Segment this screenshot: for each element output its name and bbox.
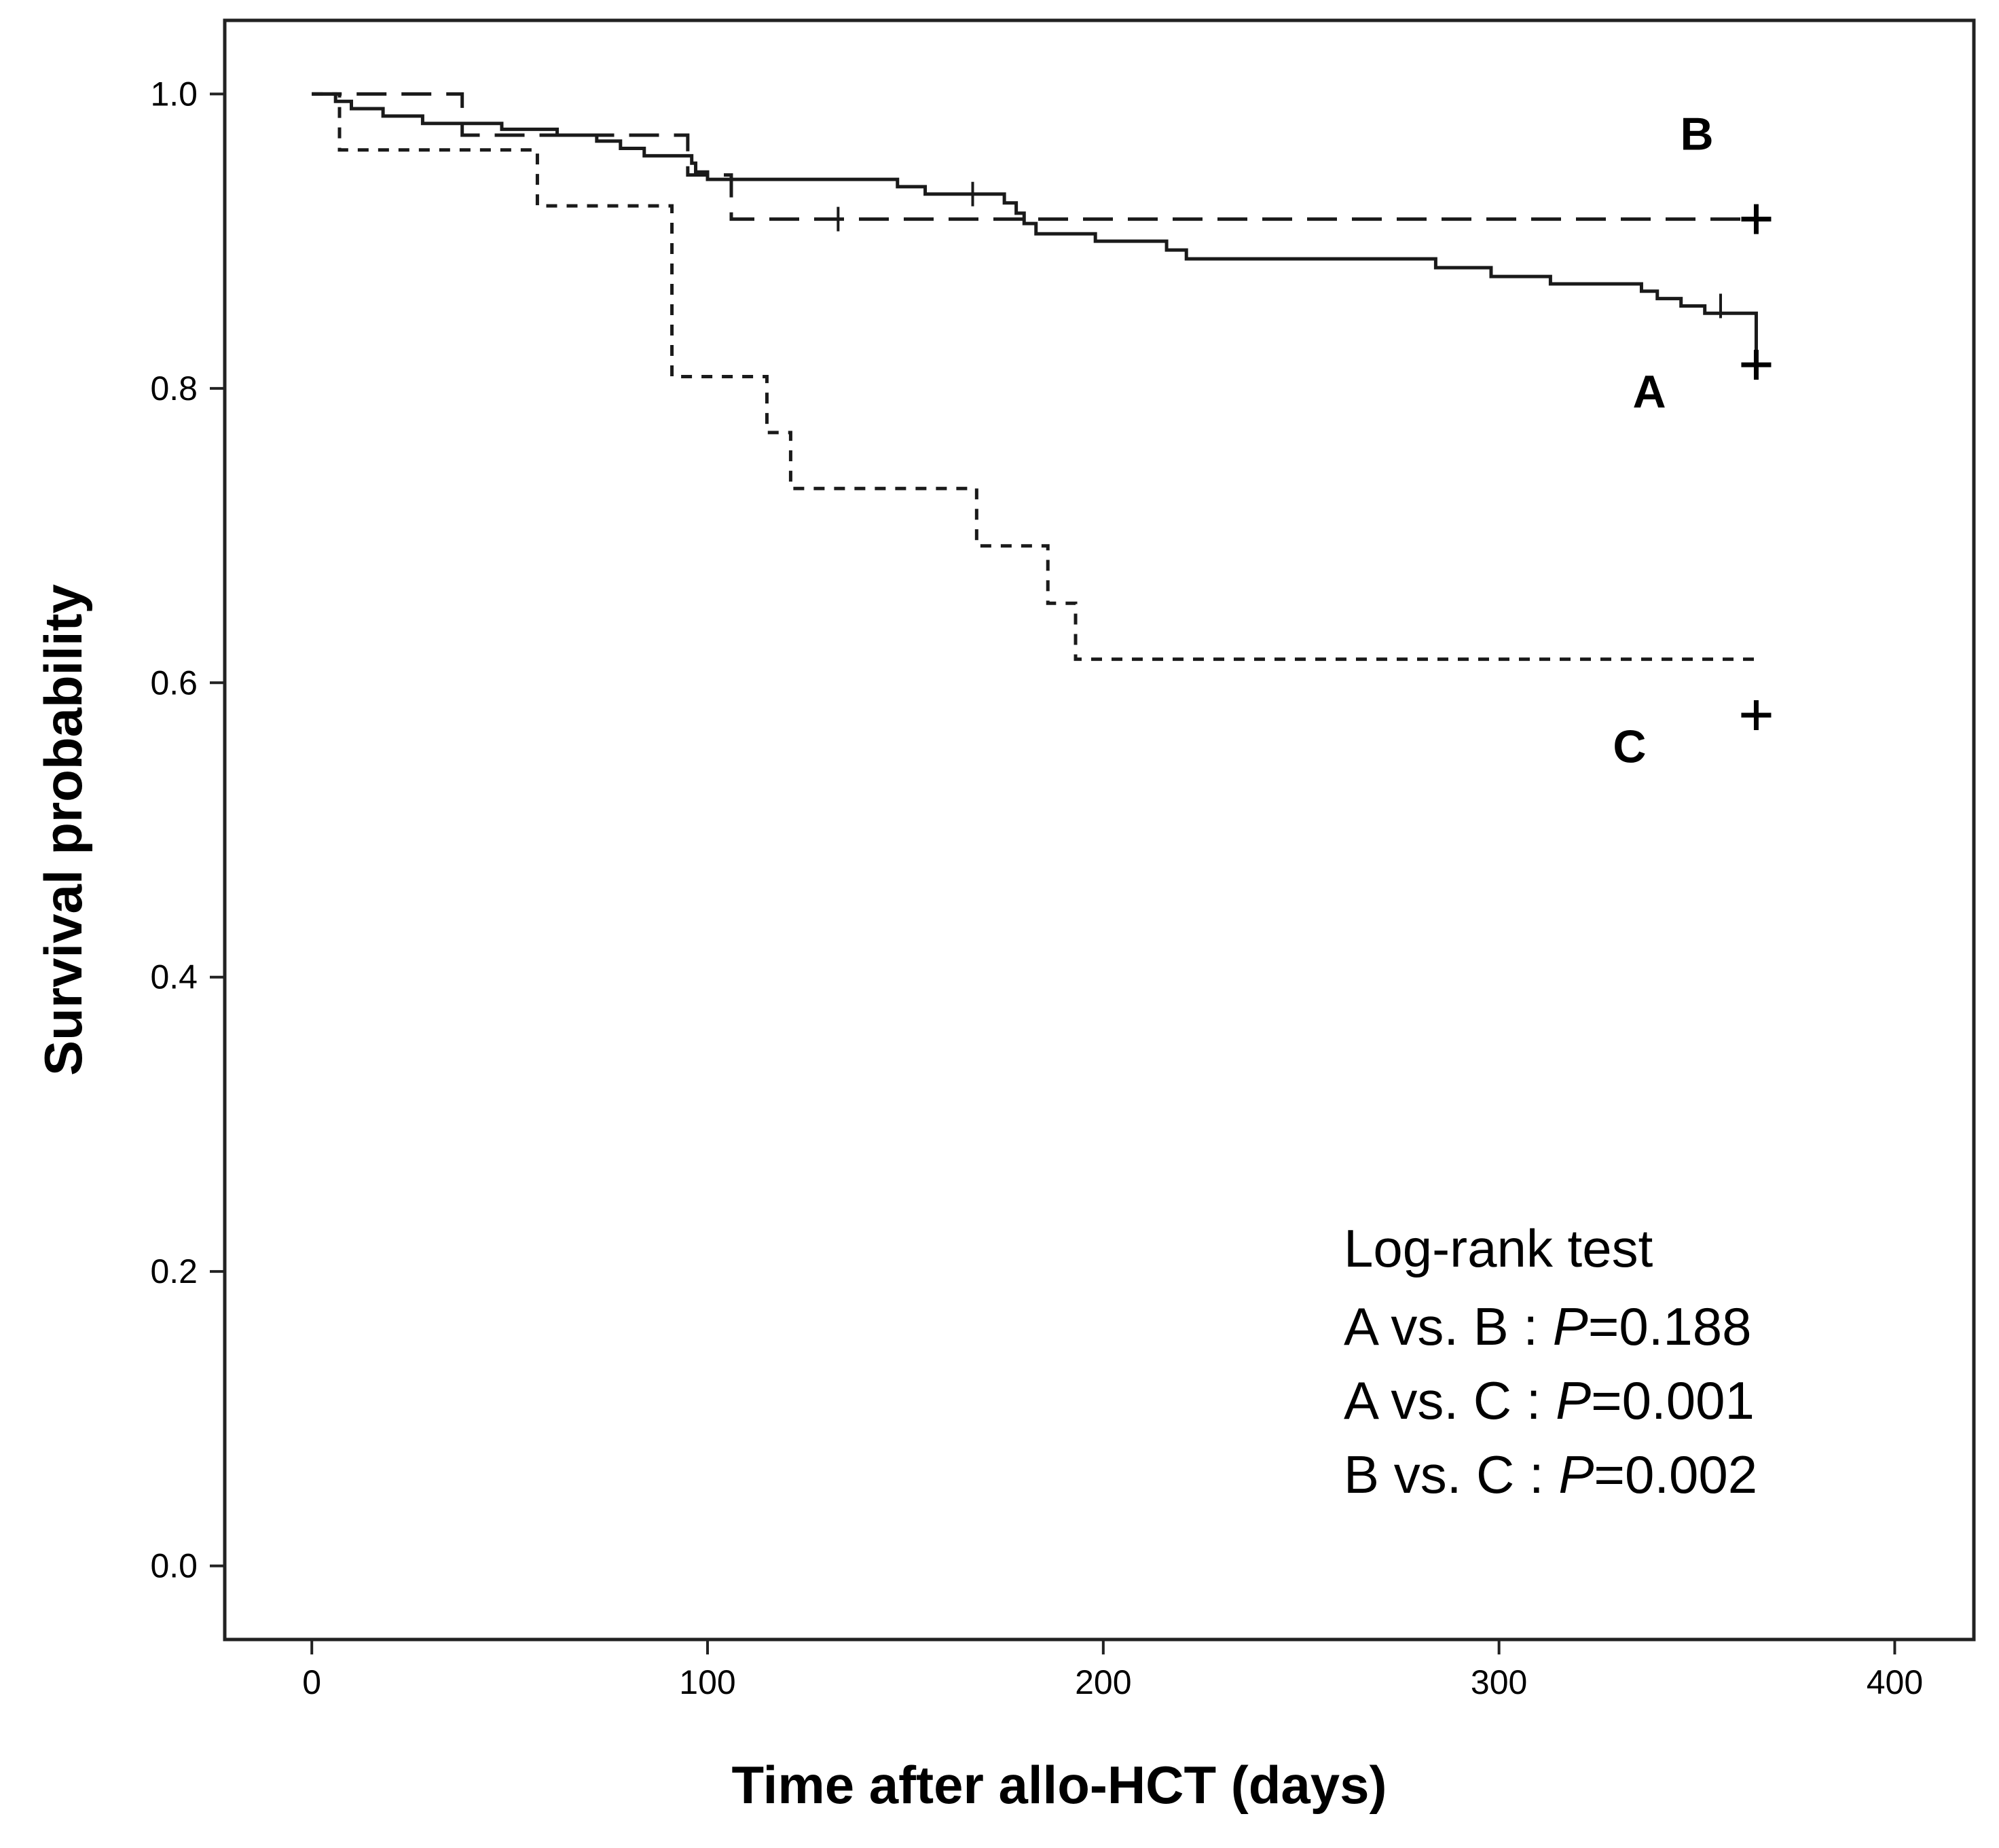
series-a xyxy=(312,92,1772,380)
end-marker-a xyxy=(1741,350,1772,380)
logrank-row-b-vs-c-prefix: B vs. C : xyxy=(1344,1445,1558,1504)
y-tick-label-0-6: 0.6 xyxy=(150,664,198,702)
y-axis-title: Survival probability xyxy=(33,584,93,1076)
y-tick-label-0-4: 0.4 xyxy=(150,958,198,996)
y-ticks: 0.0 0.2 0.4 0.6 0.8 1.0 xyxy=(150,75,225,1585)
logrank-row-a-vs-c-value: =0.001 xyxy=(1591,1371,1755,1430)
x-tick-label-400: 400 xyxy=(1867,1663,1923,1701)
x-tick-label-100: 100 xyxy=(679,1663,735,1701)
y-tick-label-1-0: 1.0 xyxy=(150,75,198,113)
series-label-a: A xyxy=(1633,366,1666,418)
series-layer xyxy=(312,92,1772,730)
logrank-row-a-vs-b-p: P xyxy=(1553,1297,1588,1356)
x-axis-title: Time after allo-HCT (days) xyxy=(731,1755,1387,1815)
series-line-c xyxy=(312,92,1757,662)
y-tick-label-0-8: 0.8 xyxy=(150,369,198,407)
logrank-annotation: Log-rank test A vs. B : P=0.188 A vs. C … xyxy=(1344,1218,1757,1504)
end-marker-b xyxy=(1741,204,1772,234)
logrank-row-a-vs-c-prefix: A vs. C : xyxy=(1344,1371,1556,1430)
logrank-row-a-vs-c: A vs. C : P=0.001 xyxy=(1344,1371,1755,1430)
x-tick-label-300: 300 xyxy=(1471,1663,1527,1701)
logrank-row-b-vs-c-p: P xyxy=(1558,1445,1594,1504)
x-ticks: 0 100 200 300 400 xyxy=(302,1639,1923,1701)
logrank-row-a-vs-b: A vs. B : P=0.188 xyxy=(1344,1297,1752,1356)
y-tick-label-0-2: 0.2 xyxy=(150,1252,198,1290)
x-tick-label-200: 200 xyxy=(1075,1663,1131,1701)
logrank-row-b-vs-c: B vs. C : P=0.002 xyxy=(1344,1445,1757,1504)
logrank-row-b-vs-c-value: =0.002 xyxy=(1594,1445,1757,1504)
x-tick-label-0: 0 xyxy=(302,1663,321,1701)
end-marker-c xyxy=(1741,700,1772,730)
y-tick-label-0-0: 0.0 xyxy=(150,1547,198,1585)
series-line-b xyxy=(312,92,1757,221)
logrank-row-a-vs-b-prefix: A vs. B : xyxy=(1344,1297,1553,1356)
series-line-a xyxy=(312,92,1758,365)
logrank-row-a-vs-c-p: P xyxy=(1556,1371,1591,1430)
series-b xyxy=(312,92,1772,234)
series-label-c: C xyxy=(1613,721,1646,772)
logrank-heading: Log-rank test xyxy=(1344,1218,1653,1278)
logrank-row-a-vs-b-value: =0.188 xyxy=(1588,1297,1752,1356)
series-label-b: B xyxy=(1680,109,1713,160)
series-c xyxy=(312,92,1772,730)
label-layer: B A C xyxy=(1613,109,1713,773)
